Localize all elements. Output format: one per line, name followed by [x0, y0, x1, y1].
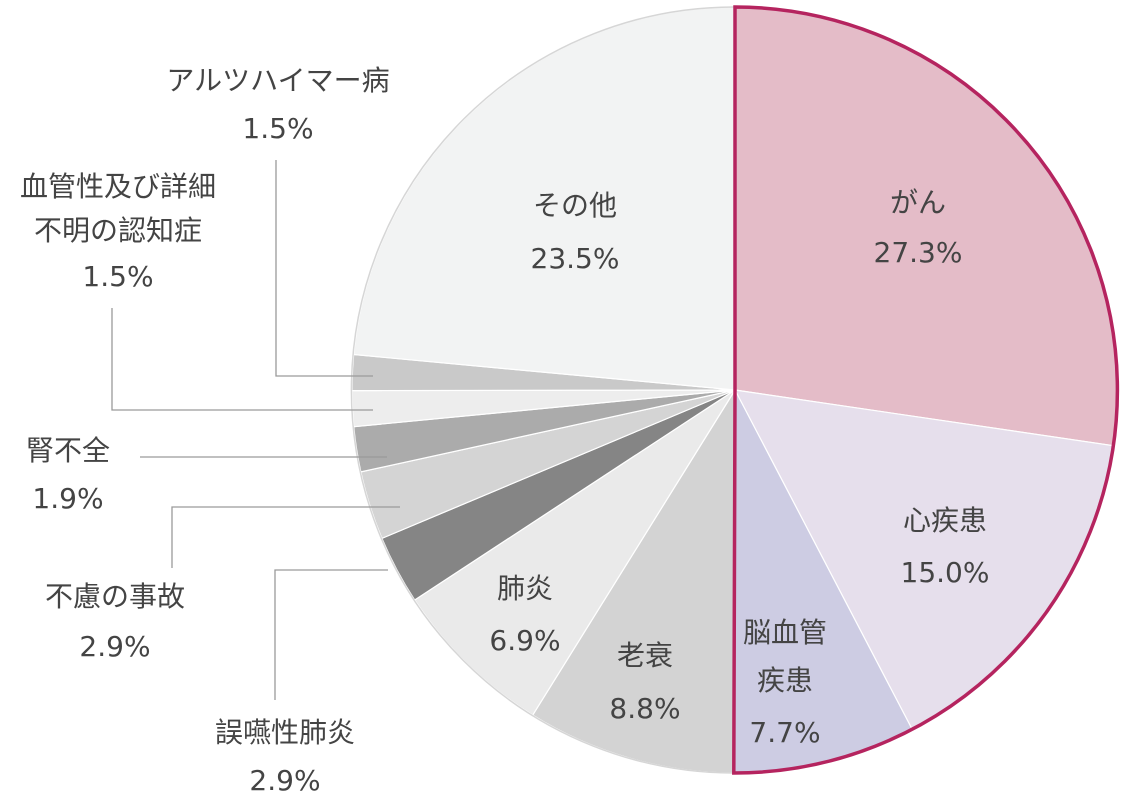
slice-label-value: 15.0%: [901, 556, 990, 589]
slice-label-name: 不明の認知症: [34, 214, 202, 247]
pie-rim: [350, 6, 736, 774]
leader-line: [275, 160, 373, 377]
slice-label-value: 1.9%: [32, 482, 103, 515]
slice-label-name: 誤嚥性肺炎: [215, 716, 355, 749]
slice-label-value: 8.8%: [609, 692, 680, 725]
slice-label-name: その他: [533, 189, 617, 222]
leader-lines: [111, 160, 400, 700]
slice-label-name: 心疾患: [903, 504, 987, 537]
slices-layer: [350, 6, 1119, 774]
slice-label-name: 肺炎: [497, 572, 553, 605]
slice-label-name: 疾患: [757, 664, 813, 697]
slice-label-value: 6.9%: [489, 624, 560, 657]
slice-label-value: 2.9%: [79, 630, 150, 663]
slice-label-name: 不慮の事故: [45, 580, 185, 613]
slice-label-name: 血管性及び詳細: [20, 170, 216, 203]
slice-label-value: 27.3%: [874, 236, 963, 269]
slice-label-name: 腎不全: [26, 434, 110, 467]
leader-line: [111, 308, 373, 411]
slice-label-value: 1.5%: [82, 260, 153, 293]
slice-label-value: 2.9%: [249, 764, 320, 795]
slice-label-name: がん: [890, 186, 946, 219]
slice-label-name: 老衰: [617, 639, 673, 672]
pie-slice: [734, 6, 1119, 447]
slice-label-value: 7.7%: [749, 716, 820, 749]
slice-label-value: 1.5%: [242, 112, 313, 145]
leader-line: [274, 569, 388, 700]
slice-label-name: アルツハイマー病: [166, 64, 389, 97]
highlight-outline-path: [732, 5, 1120, 775]
leader-line: [171, 506, 400, 568]
slice-label-value: 23.5%: [531, 242, 620, 275]
highlight-outline: [732, 5, 1120, 775]
slice-label-name: 脳血管: [743, 616, 827, 649]
